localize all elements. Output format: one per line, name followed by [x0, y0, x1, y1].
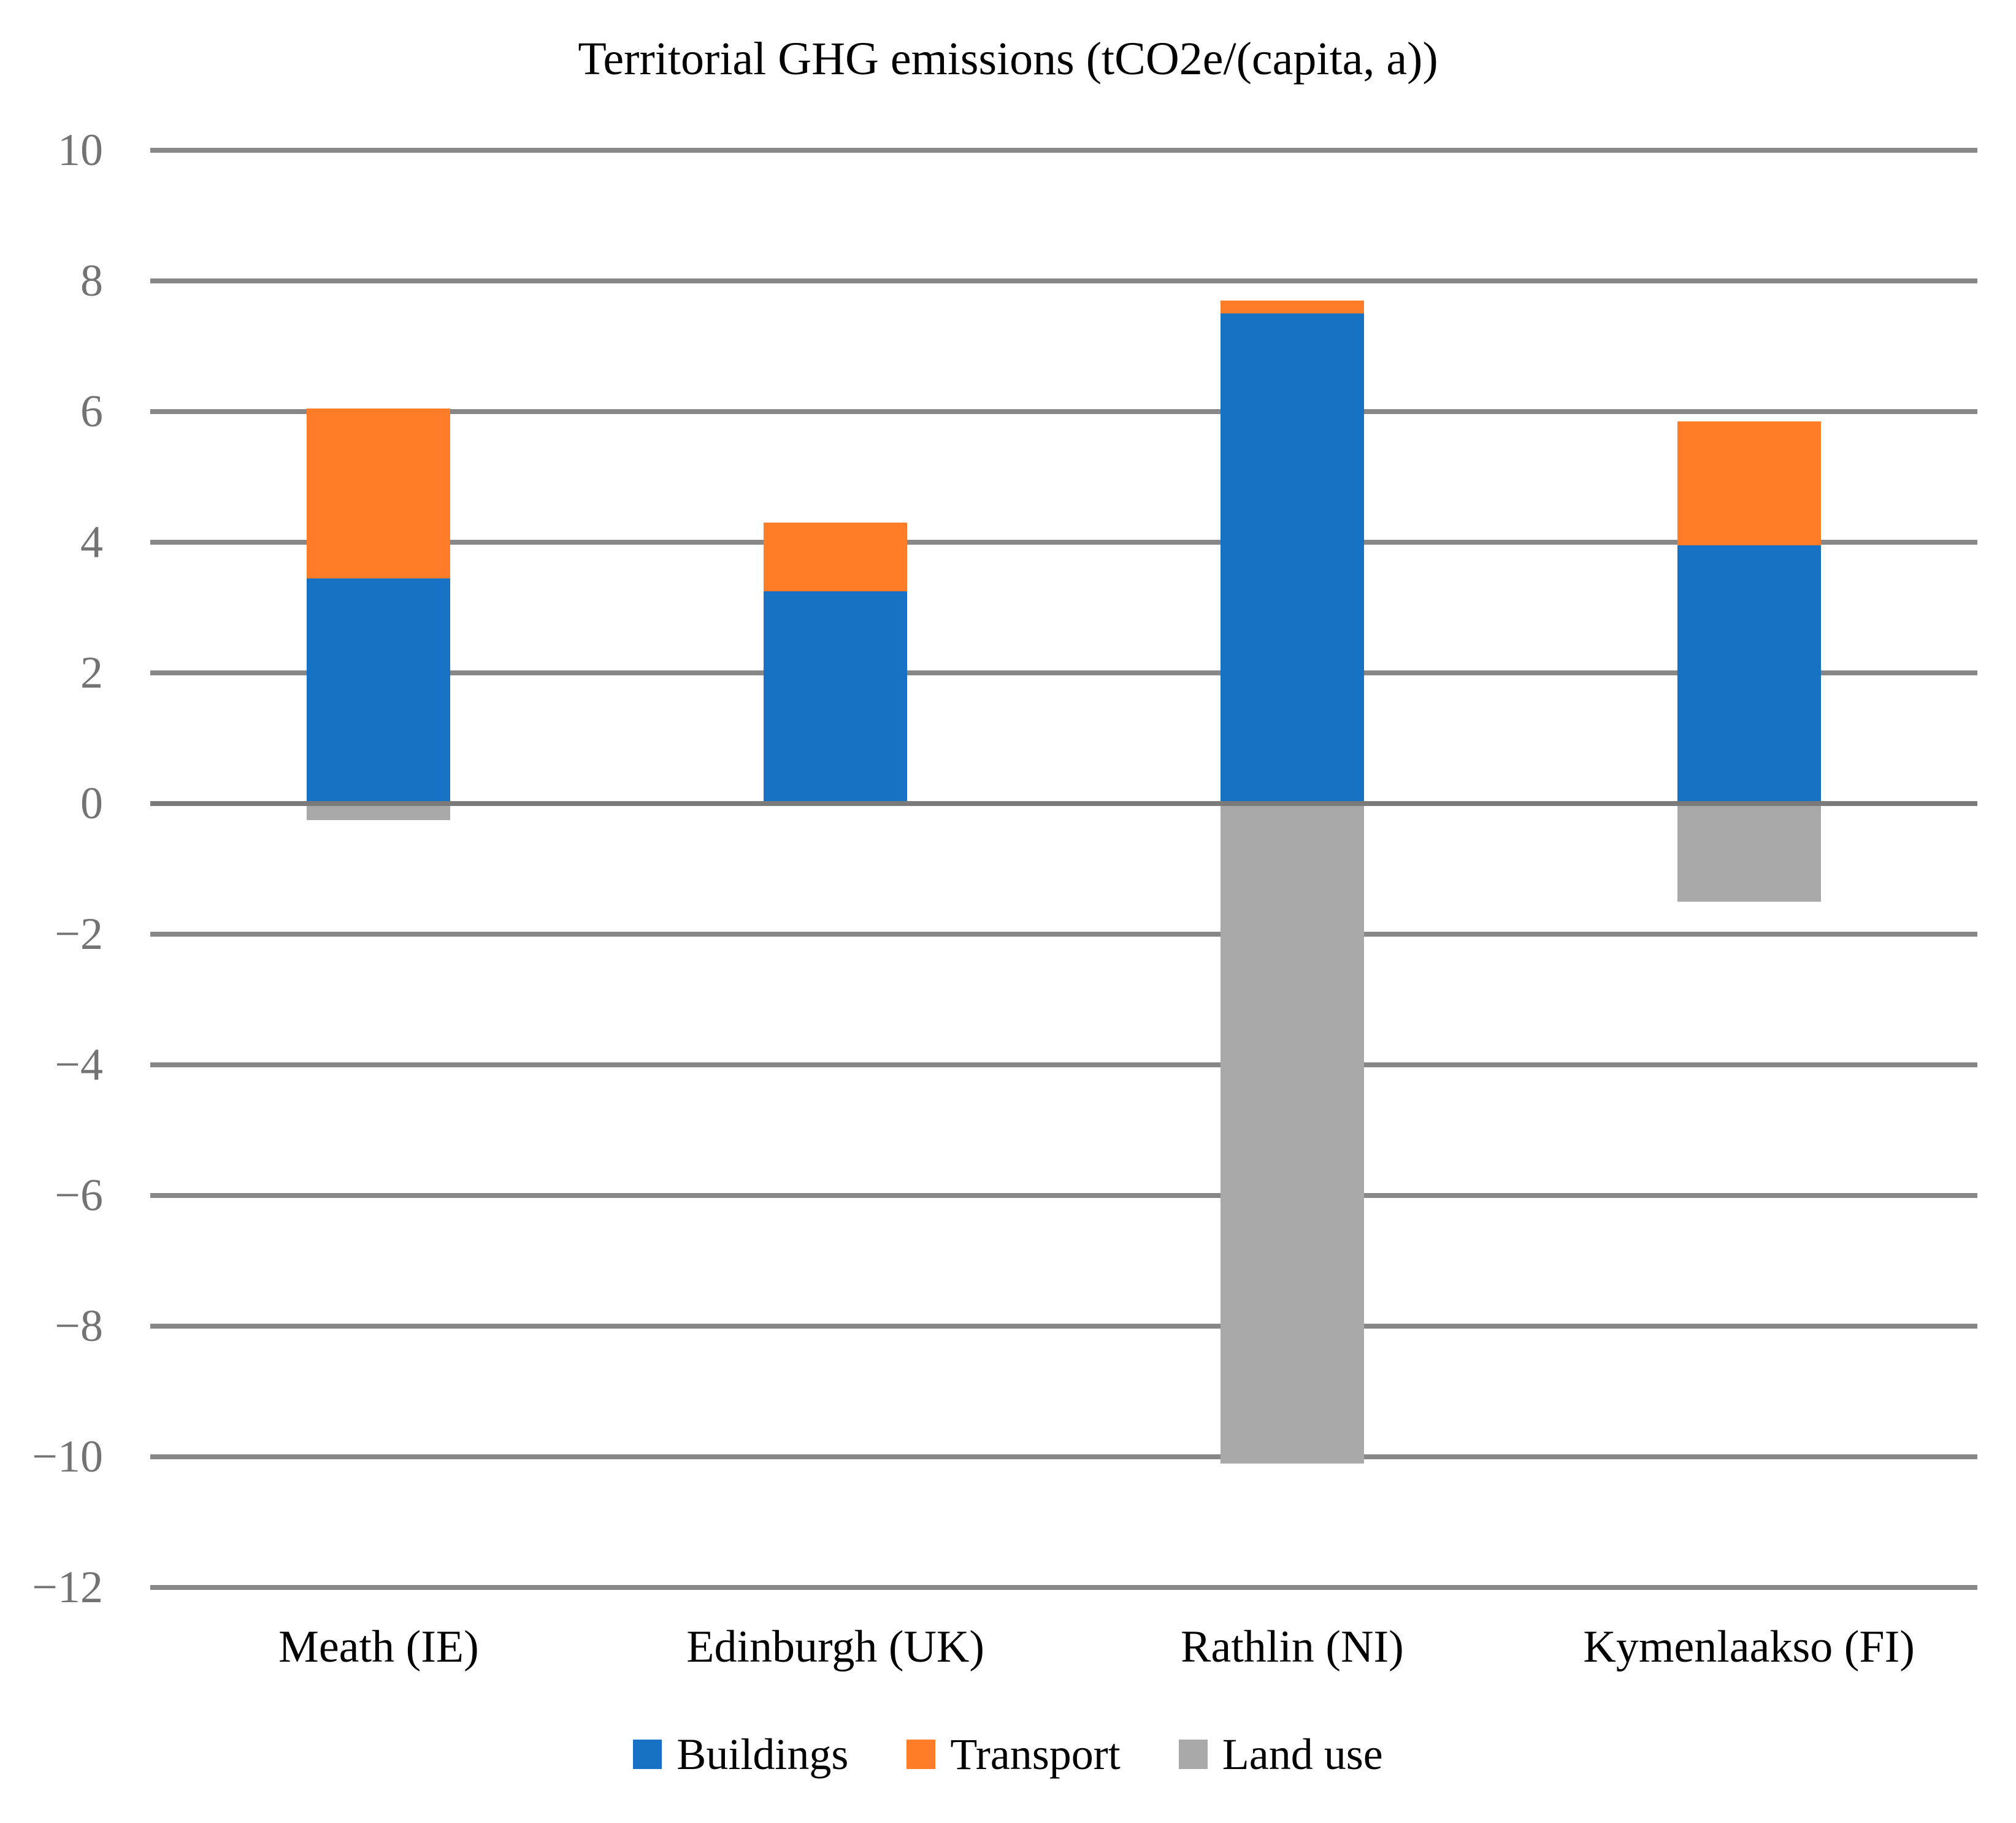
bar-segment-transport-0 — [307, 408, 451, 578]
y-tick-label: −4 — [55, 1040, 103, 1090]
category-label: Rathlin (NI) — [1181, 1622, 1404, 1672]
bar-segment-land-use-0 — [307, 804, 451, 820]
y-tick-label: −8 — [55, 1301, 103, 1351]
gridline — [150, 1585, 1977, 1590]
legend-item-land-use: Land use — [1178, 1730, 1383, 1779]
bar-segment-buildings-3 — [1677, 545, 1821, 804]
legend-label: Transport — [950, 1730, 1121, 1779]
y-tick-label: −12 — [32, 1562, 103, 1613]
bar-segment-buildings-2 — [1220, 313, 1364, 804]
legend-label: Land use — [1222, 1730, 1383, 1779]
gridline — [150, 540, 1977, 545]
chart-title: Territorial GHG emissions (tCO2e/(capita… — [578, 33, 1438, 85]
gridline — [150, 278, 1977, 283]
bar-segment-land-use-3 — [1677, 804, 1821, 902]
gridline — [150, 1324, 1977, 1329]
y-tick-label: 8 — [80, 256, 103, 306]
y-tick-label: 0 — [80, 778, 103, 829]
y-tick-label: 4 — [80, 517, 103, 567]
legend-item-transport: Transport — [906, 1730, 1121, 1779]
bar-segment-buildings-1 — [764, 591, 908, 804]
bar-segment-buildings-0 — [307, 578, 451, 804]
gridline — [150, 1062, 1977, 1067]
legend-label: Buildings — [676, 1730, 849, 1779]
bar-segment-transport-3 — [1677, 421, 1821, 546]
y-tick-label: −6 — [55, 1170, 103, 1221]
y-tick-label: −10 — [32, 1432, 103, 1482]
gridline — [150, 932, 1977, 937]
legend-swatch-icon — [633, 1740, 662, 1769]
y-tick-label: 10 — [58, 125, 103, 175]
gridline — [150, 670, 1977, 675]
y-tick-label: 6 — [80, 386, 103, 437]
legend-swatch-icon — [906, 1740, 936, 1769]
bar-segment-transport-1 — [764, 523, 908, 591]
y-tick-label: −2 — [55, 909, 103, 959]
legend-swatch-icon — [1178, 1740, 1208, 1769]
gridline — [150, 148, 1977, 153]
category-label: Edinburgh (UK) — [686, 1622, 984, 1672]
gridline — [150, 1193, 1977, 1198]
zero-axis-line — [150, 801, 1977, 806]
bar-segment-land-use-2 — [1220, 804, 1364, 1464]
gridline — [150, 409, 1977, 414]
category-label: Meath (IE) — [278, 1622, 479, 1672]
legend: Buildings Transport Land use — [0, 1732, 2016, 1776]
gridline — [150, 1454, 1977, 1459]
category-label: Kymenlaakso (FI) — [1583, 1622, 1915, 1672]
y-tick-label: 2 — [80, 648, 103, 698]
bar-segment-transport-2 — [1220, 300, 1364, 314]
legend-item-buildings: Buildings — [633, 1732, 848, 1776]
